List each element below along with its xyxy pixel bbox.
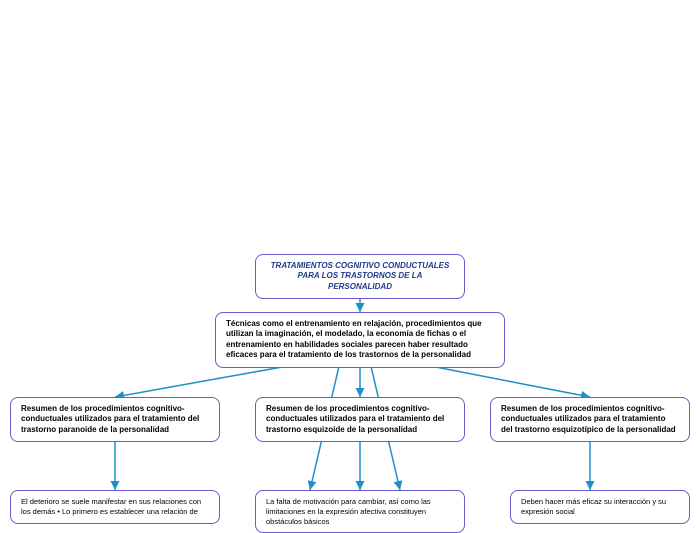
level3-b: La falta de motivación para cambiar, así… bbox=[255, 490, 465, 533]
level2-esquizotipico: Resumen de los procedimientos cognitivo-… bbox=[490, 397, 690, 442]
level3-c: Deben hacer más eficaz su interacción y … bbox=[510, 490, 690, 524]
level1-node: Técnicas como el entrenamiento en relaja… bbox=[215, 312, 505, 368]
level3-a: El deterioro se suele manifestar en sus … bbox=[10, 490, 220, 524]
root-node: TRATAMIENTOS COGNITIVO CONDUCTUALES PARA… bbox=[255, 254, 465, 299]
level2-esquizoide: Resumen de los procedimientos cognitivo-… bbox=[255, 397, 465, 442]
level2-paranoide: Resumen de los procedimientos cognitivo-… bbox=[10, 397, 220, 442]
